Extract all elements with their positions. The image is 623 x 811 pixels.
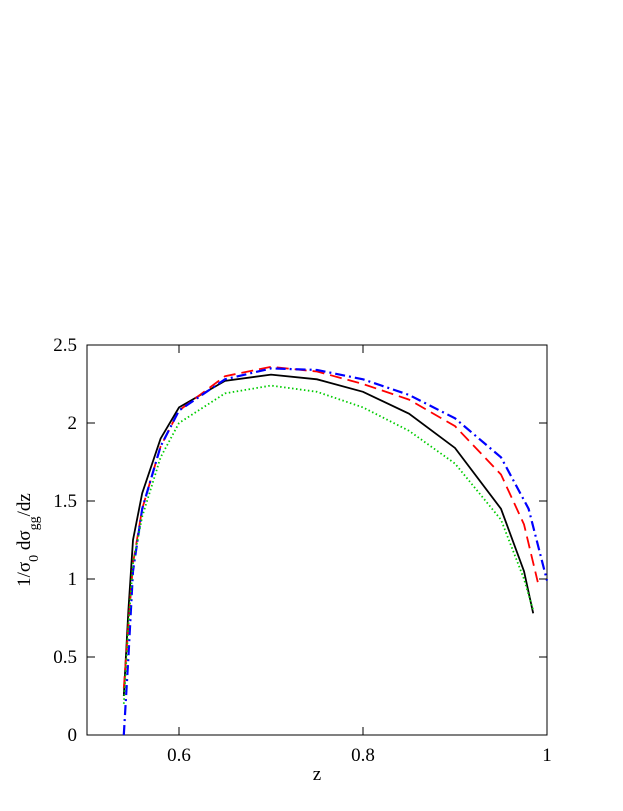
y-label-part: 1/σ xyxy=(14,562,35,587)
y-label-part: dσ xyxy=(14,530,35,555)
plot-frame xyxy=(86,344,548,736)
y-tick-label: 0 xyxy=(68,725,78,746)
y-tick-label: 1.5 xyxy=(53,491,77,512)
x-axis-label: z xyxy=(313,764,321,785)
y-tick-label: 1 xyxy=(68,569,78,590)
data-line xyxy=(122,373,535,697)
y-tick-label: 2 xyxy=(68,413,78,434)
y-label-subscript: 0 xyxy=(27,555,42,562)
y-tick-label: 0.5 xyxy=(53,647,77,668)
data-line xyxy=(122,367,549,736)
y-axis-label: 1/σ0 dσgg/dz xyxy=(14,493,42,587)
x-tick-label: 1 xyxy=(542,745,552,766)
x-tick-label: 0.6 xyxy=(167,745,191,766)
y-tick-label: 2.5 xyxy=(53,335,77,356)
data-line xyxy=(122,365,539,689)
data-line xyxy=(122,384,535,704)
y-label-part: /dz xyxy=(14,493,35,516)
x-tick-label: 0.8 xyxy=(351,745,375,766)
y-label-subscript: gg xyxy=(27,516,42,530)
